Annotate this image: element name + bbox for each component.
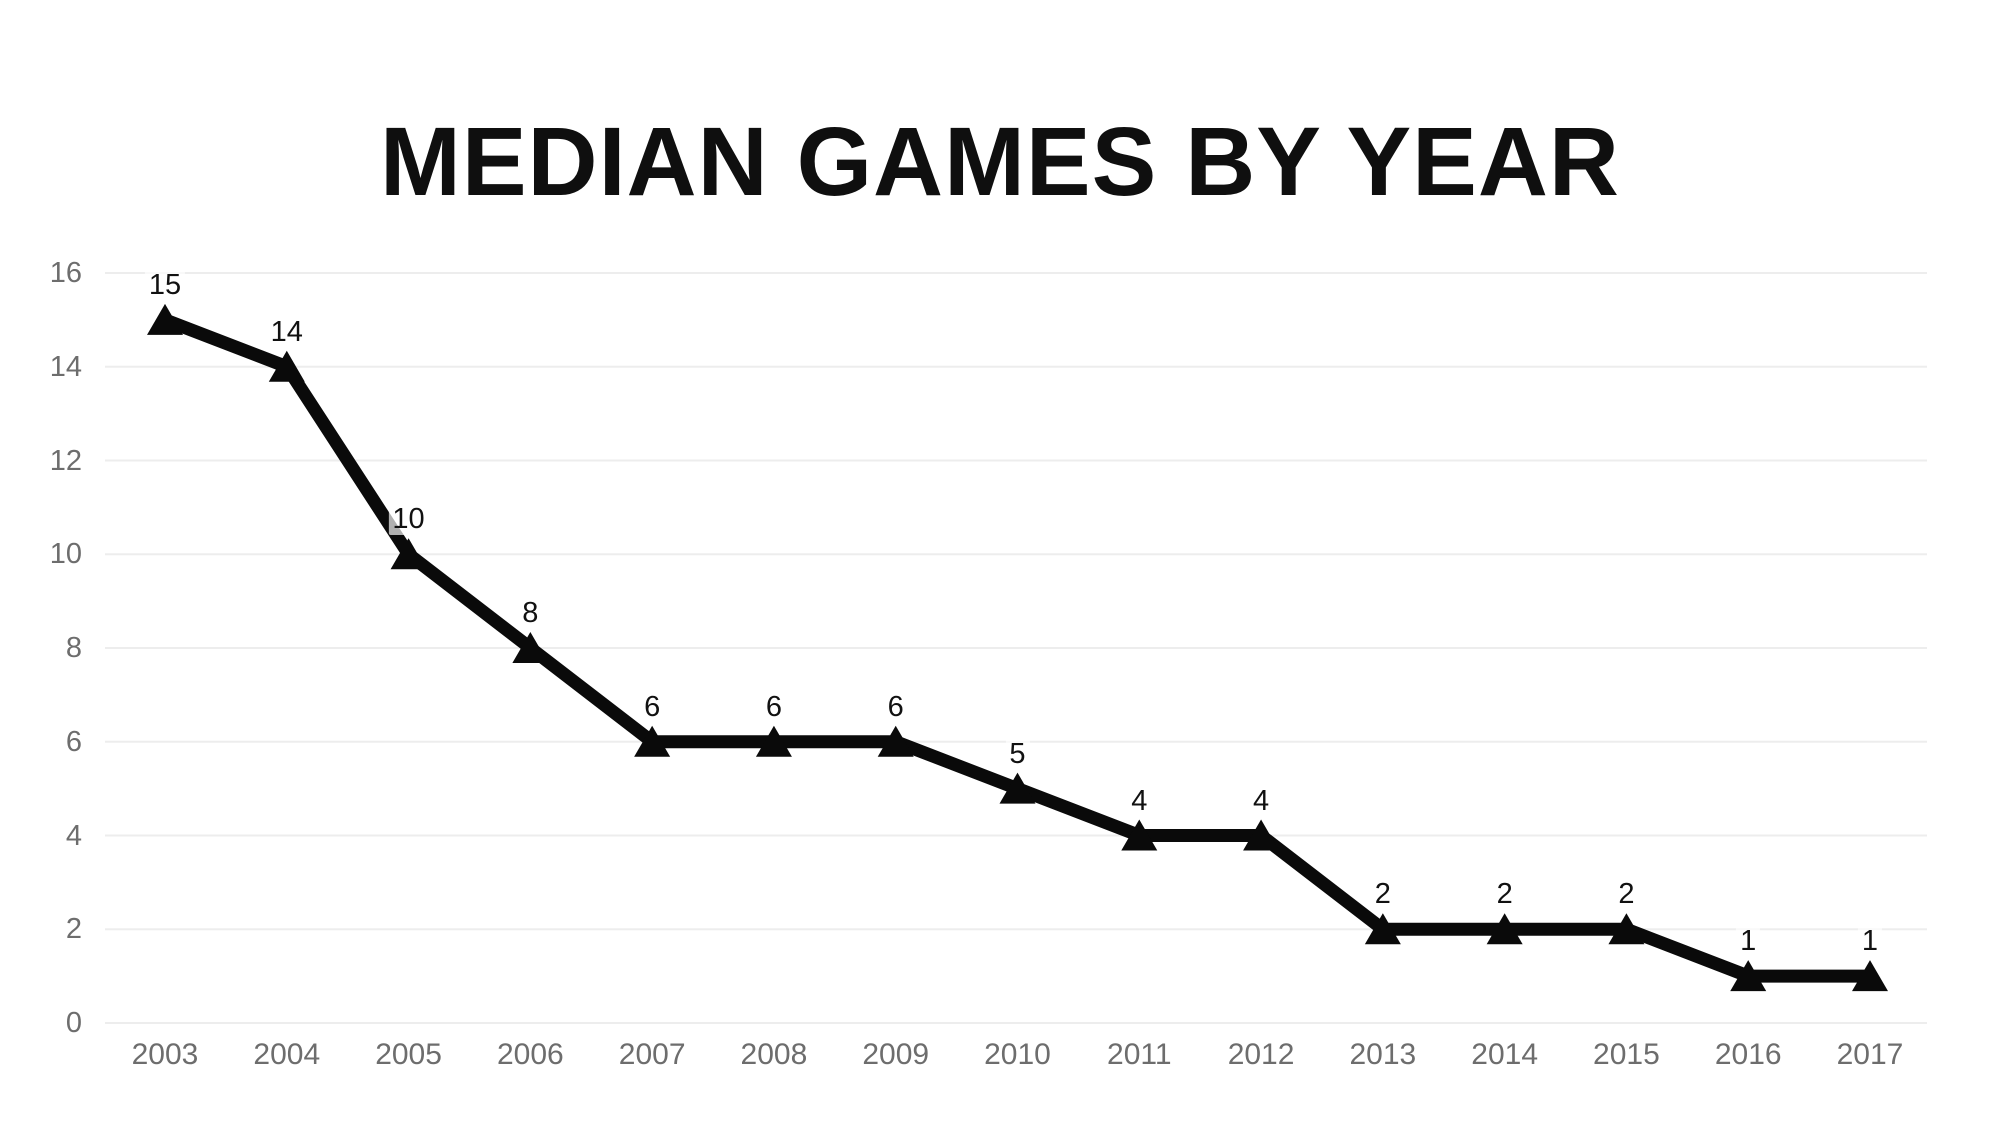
y-axis-label: 4 [65, 819, 82, 852]
data-point-marker [877, 725, 914, 757]
data-point-marker [1852, 960, 1888, 992]
data-point-marker [1730, 960, 1767, 992]
y-axis-label: 2 [65, 913, 82, 946]
chart-title: MEDIAN GAMES BY YEAR [380, 107, 1620, 216]
x-axis-label: 2015 [1593, 1038, 1660, 1071]
y-axis-label: 12 [49, 444, 82, 477]
x-axis-label: 2007 [618, 1038, 686, 1071]
data-point-marker [1486, 913, 1523, 945]
data-label: 8 [518, 598, 543, 629]
data-label: 1 [1857, 926, 1883, 958]
data-point-marker [1243, 819, 1280, 851]
data-label: 2 [1492, 879, 1517, 911]
data-point-marker [634, 725, 671, 757]
data-label: 4 [1248, 785, 1274, 817]
data-point-marker [268, 350, 305, 382]
data-point-marker [1121, 819, 1158, 851]
data-label: 2 [1614, 879, 1639, 911]
x-axis-label: 2016 [1714, 1038, 1782, 1071]
x-axis-label: 2006 [496, 1038, 564, 1071]
data-label: 1 [1736, 926, 1761, 958]
data-label: 6 [640, 691, 665, 723]
x-axis-label: 2004 [253, 1038, 321, 1071]
y-axis-label: 14 [49, 350, 82, 383]
x-axis-label: 2008 [740, 1038, 808, 1071]
data-label: 4 [1127, 785, 1152, 817]
x-axis-label: 2003 [131, 1038, 199, 1071]
data-point-marker [1608, 913, 1645, 945]
y-axis-label: 10 [49, 538, 82, 571]
y-axis-label: 6 [65, 725, 82, 758]
data-point-marker [1364, 913, 1401, 945]
x-axis-label: 2014 [1471, 1038, 1539, 1071]
y-axis-label: 8 [65, 632, 82, 664]
x-axis-label: 2013 [1349, 1038, 1417, 1071]
y-axis-label: 0 [65, 1007, 82, 1039]
x-axis-label: 2009 [862, 1038, 930, 1071]
x-axis-label: 2010 [984, 1038, 1051, 1071]
x-axis-label: 2011 [1107, 1038, 1172, 1071]
data-label: 14 [266, 316, 307, 348]
data-label: 15 [144, 269, 186, 301]
x-axis-label: 2005 [375, 1038, 442, 1071]
data-point-marker [390, 538, 427, 570]
data-point-marker [512, 632, 549, 663]
data-label: 5 [1005, 738, 1030, 770]
data-point-marker [755, 725, 792, 757]
x-axis-label: 2012 [1227, 1038, 1295, 1071]
data-label: 2 [1370, 879, 1395, 911]
data-label: 6 [883, 691, 908, 723]
x-axis-label: 2017 [1836, 1038, 1904, 1071]
data-label: 10 [388, 504, 429, 536]
data-point-marker [999, 772, 1036, 804]
y-axis-label: 16 [49, 257, 82, 289]
data-point-marker [147, 303, 183, 335]
data-label: 6 [761, 691, 786, 723]
